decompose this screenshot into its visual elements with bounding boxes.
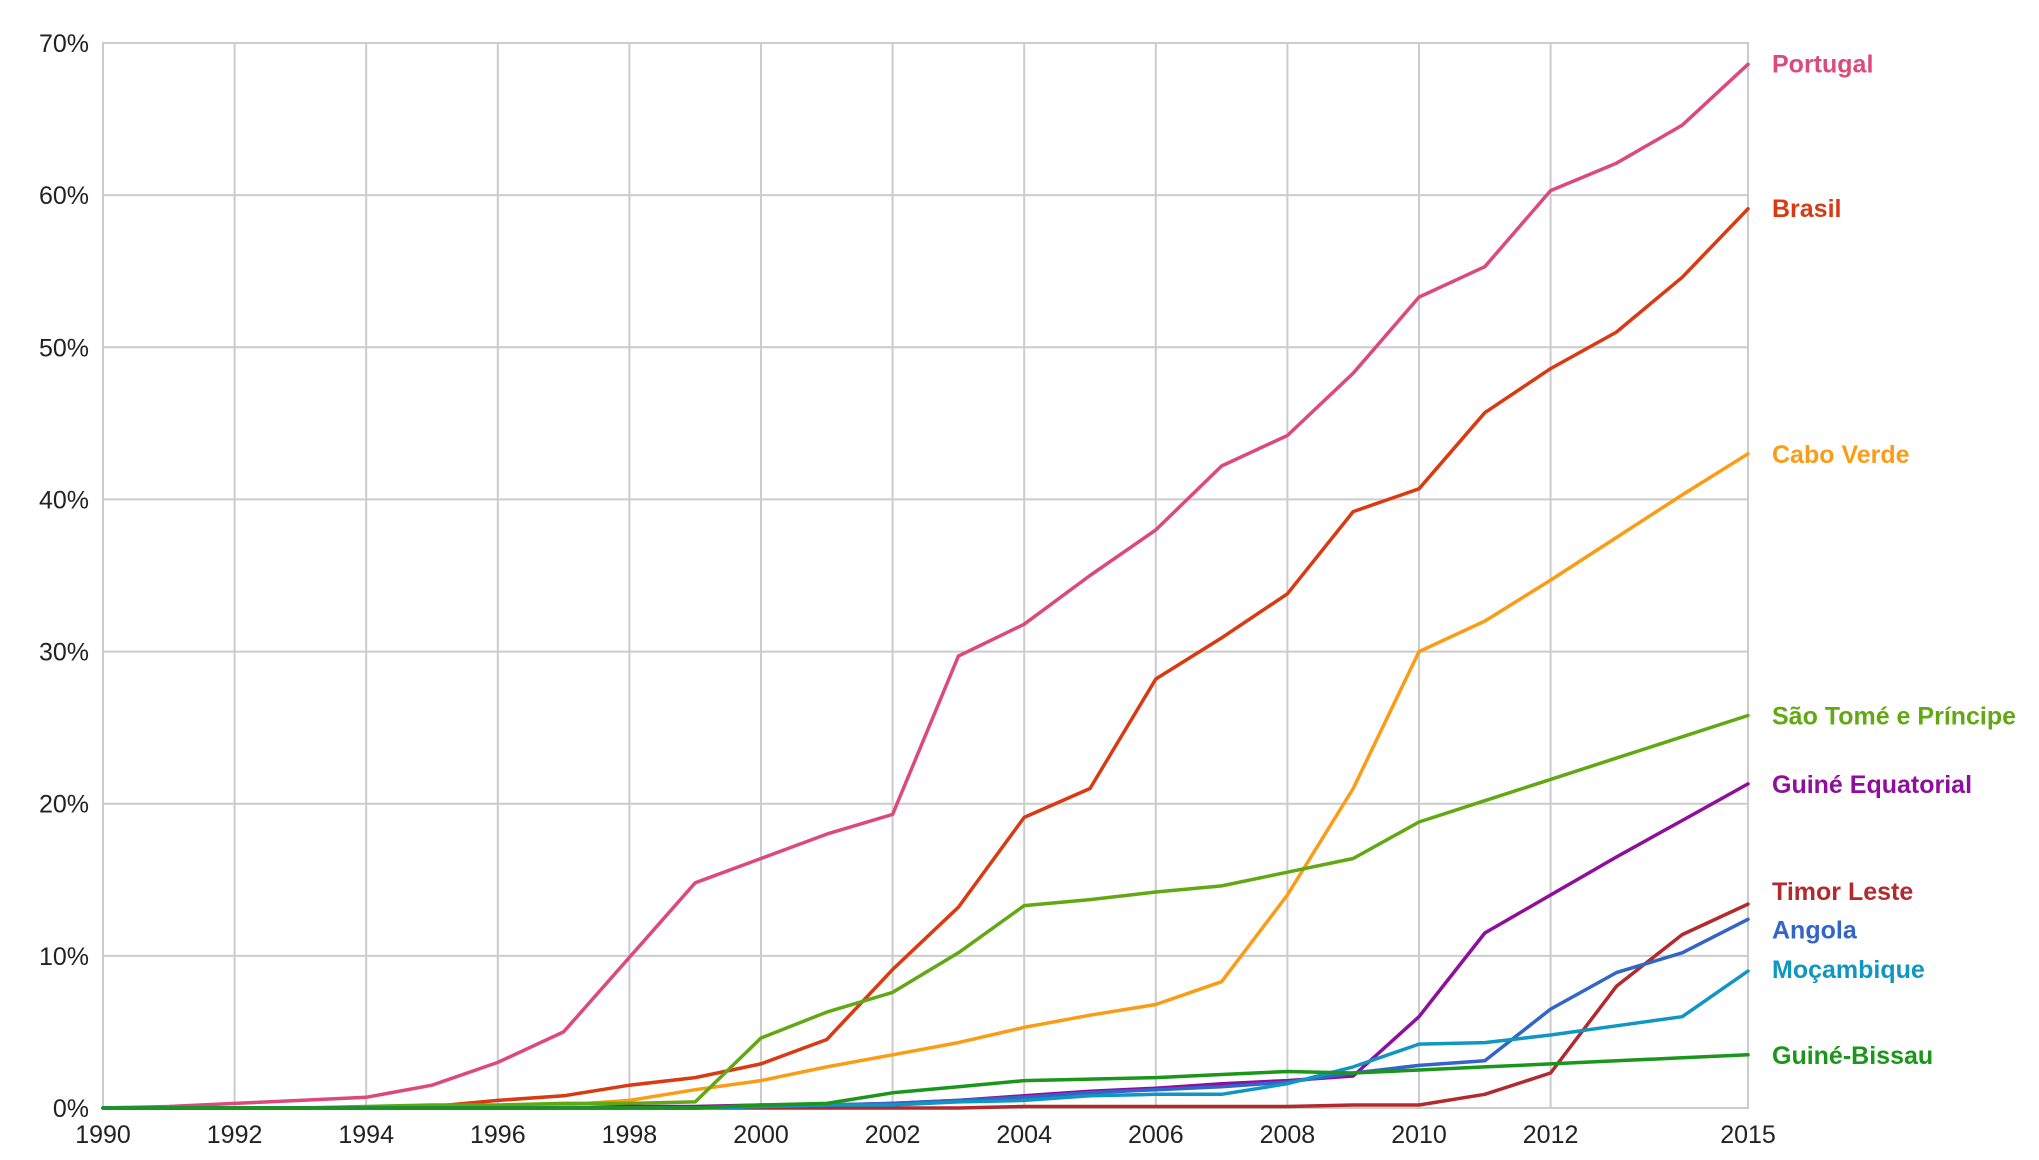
x-tick-label: 2015 — [1720, 1121, 1776, 1149]
series-label-portugal: Portugal — [1772, 50, 1873, 78]
series-label-sao-tome-e-principe: São Tomé e Príncipe — [1772, 702, 2016, 730]
x-tick-label: 2004 — [996, 1121, 1052, 1149]
x-tick-label: 2012 — [1523, 1121, 1579, 1149]
x-tick-label: 2000 — [733, 1121, 789, 1149]
series-line-cabo-verde — [101, 452, 1750, 1110]
series-label-mocambique: Moçambique — [1772, 956, 1925, 984]
series-line-angola — [101, 917, 1750, 1110]
x-tick-label: 2010 — [1391, 1121, 1447, 1149]
x-axis: 1990 1992 1994 1996 1998 2000 2002 2004 2006 2008… — [75, 1121, 1776, 1149]
series-label-timor-leste: Timor Leste — [1772, 878, 1913, 906]
series-line-guine-equatorial — [101, 782, 1750, 1110]
x-tick-label: 1994 — [338, 1121, 394, 1149]
series-label-cabo-verde: Cabo Verde — [1772, 441, 1910, 469]
series-line-guine-bissau — [101, 1053, 1750, 1110]
y-tick-label: 50% — [39, 334, 89, 362]
x-tick-label: 1998 — [602, 1121, 658, 1149]
series-label-guine-bissau: Guiné-Bissau — [1772, 1042, 1933, 1070]
y-tick-label: 30% — [39, 639, 89, 667]
x-tick-label: 1992 — [207, 1121, 263, 1149]
series-line-portugal — [101, 62, 1750, 1110]
y-axis: 0% 10% 20% 30% 40% 50% 60% 70% — [39, 30, 89, 1123]
y-tick-label: 20% — [39, 791, 89, 819]
y-tick-label: 40% — [39, 486, 89, 514]
x-tick-label: 2002 — [865, 1121, 921, 1149]
plot-area-frame — [102, 42, 1749, 1109]
series-label-brasil: Brasil — [1772, 195, 1841, 223]
gridlines — [102, 42, 1749, 1109]
series-label-guine-equatorial: Guiné Equatorial — [1772, 771, 1972, 799]
series-label-angola: Angola — [1772, 916, 1858, 944]
series-labels: Portugal Brasil Cabo Verde São Tomé e Prínc… — [1772, 50, 2016, 1069]
x-tick-label: 1990 — [75, 1121, 131, 1149]
y-tick-label: 70% — [39, 30, 89, 58]
y-tick-label: 60% — [39, 182, 89, 210]
x-tick-label: 1996 — [470, 1121, 526, 1149]
y-tick-label: 0% — [53, 1095, 89, 1123]
series-line-timor-leste — [101, 902, 1750, 1110]
x-tick-label: 2008 — [1260, 1121, 1316, 1149]
y-tick-label: 10% — [39, 943, 89, 971]
x-tick-label: 2006 — [1128, 1121, 1184, 1149]
series-lines — [101, 62, 1750, 1110]
